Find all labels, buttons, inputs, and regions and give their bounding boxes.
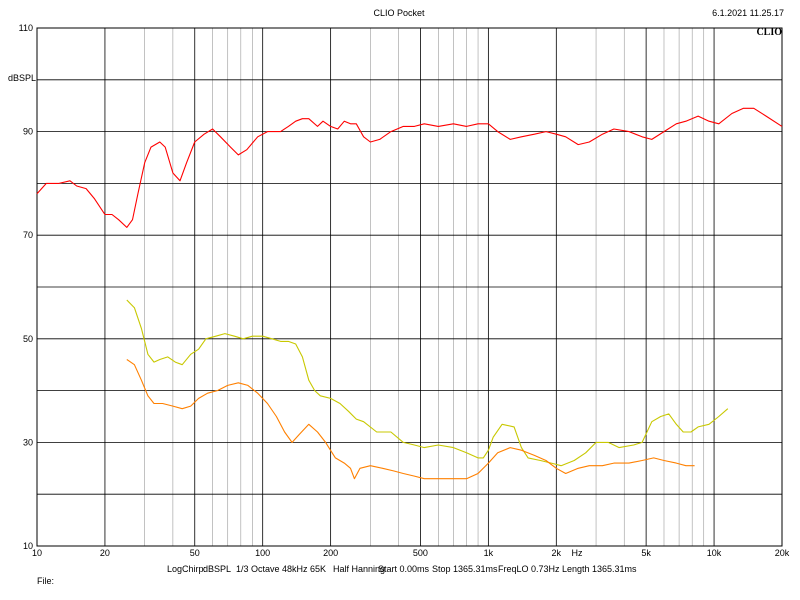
- footer-param: dBSPL: [203, 564, 231, 574]
- x-tick-label: 50: [190, 548, 200, 558]
- x-tick-label: 500: [413, 548, 428, 558]
- y-tick-label: 110: [19, 23, 33, 33]
- y-tick-label: 50: [23, 334, 33, 344]
- timestamp: 6.1.2021 11.25.17: [712, 8, 784, 18]
- series-line-1: [36, 107, 783, 228]
- series-line-2: [126, 299, 729, 467]
- y-tick-label: 70: [23, 230, 33, 240]
- x-axis-label: Hz: [572, 548, 583, 558]
- chart-title: CLIO Pocket: [373, 8, 425, 18]
- plot-frame: [36, 27, 783, 547]
- footer-param: Start 0.00ms: [378, 564, 430, 574]
- file-label: File:: [37, 576, 55, 586]
- x-axis: 10 20 50 100 200 500 1k 2k 5k 10k 20k: [32, 548, 790, 558]
- x-tick-label: 20k: [775, 548, 790, 558]
- footer-param: Half Hanning: [333, 564, 385, 574]
- y-tick-label: 30: [23, 437, 33, 447]
- footer-param: Stop 1365.31ms: [432, 564, 498, 574]
- x-tick-label: 100: [255, 548, 270, 558]
- x-tick-label: 20: [100, 548, 110, 558]
- footer-param: 1/3 Octave: [236, 564, 280, 574]
- x-tick-label: 10k: [707, 548, 722, 558]
- series-group: [36, 107, 783, 480]
- x-tick-label: 2k: [552, 548, 562, 558]
- grid: [37, 28, 782, 546]
- footer-param: 48kHz: [282, 564, 308, 574]
- y-tick-label: 90: [23, 127, 33, 137]
- footer-param: FreqLO 0.73Hz: [498, 564, 560, 574]
- footer-param: Length 1365.31ms: [562, 564, 637, 574]
- footer-param: LogChirp:: [167, 564, 206, 574]
- y-axis: 110 90 70 50 30 10: [19, 23, 33, 551]
- measurement-parameters: LogChirp:dBSPL 1/3 Octave 48kHz 65K Half Han…: [167, 564, 637, 574]
- y-tick-label: 10: [23, 541, 33, 551]
- clio-brand-logo: CLIO: [756, 27, 782, 38]
- x-tick-label: 200: [323, 548, 338, 558]
- x-tick-label: 5k: [641, 548, 651, 558]
- y-axis-label: dBSPL: [8, 73, 36, 83]
- x-tick-label: 1k: [484, 548, 494, 558]
- footer-param: 65K: [310, 564, 326, 574]
- series-line-3: [126, 359, 695, 480]
- x-tick-label: 10: [32, 548, 42, 558]
